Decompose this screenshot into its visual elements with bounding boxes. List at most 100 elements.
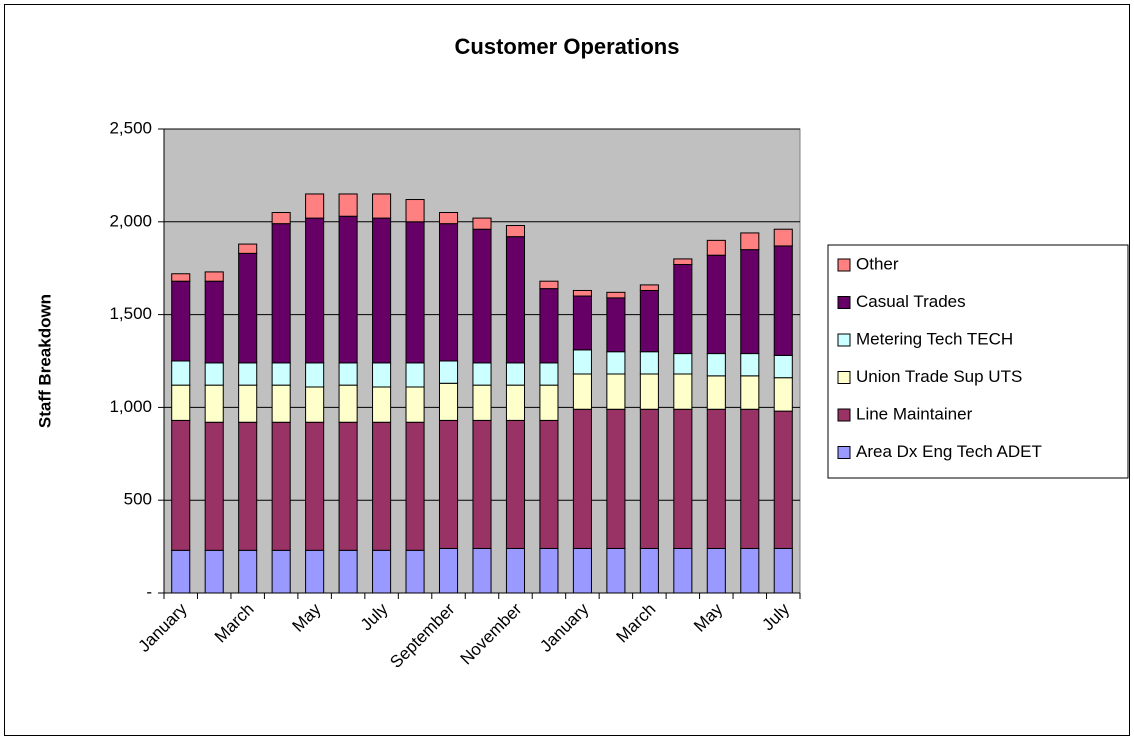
bar-segment xyxy=(238,549,258,594)
bar-segment xyxy=(740,249,760,355)
legend-label: Line Maintainer xyxy=(856,404,973,423)
bar-segment xyxy=(305,421,325,551)
bar-segment xyxy=(338,384,358,423)
bar-segment xyxy=(773,547,793,594)
bar-segment xyxy=(606,351,626,375)
bar-segment xyxy=(372,362,392,388)
bar-segment xyxy=(305,362,325,388)
bar-segment xyxy=(405,549,425,594)
bar-segment xyxy=(171,280,191,362)
bar-segment xyxy=(438,547,459,594)
bar-segment xyxy=(706,375,726,410)
bar-segment xyxy=(539,419,559,549)
legend-label: Metering Tech TECH xyxy=(856,329,1013,348)
bar-segment xyxy=(539,288,559,364)
bar-segment xyxy=(238,252,258,364)
y-tick-label: - xyxy=(146,582,152,601)
bar-segment xyxy=(438,212,459,225)
y-tick-label: 1,000 xyxy=(109,397,152,416)
bar-segment xyxy=(773,377,793,412)
bar-segment xyxy=(572,295,592,351)
bar-segment xyxy=(773,245,793,356)
bar-segment xyxy=(706,239,726,256)
bar-segment xyxy=(204,271,224,282)
bar-segment xyxy=(405,386,425,423)
bar-segment xyxy=(773,228,793,247)
bar-segment xyxy=(606,291,626,299)
bar-segment xyxy=(606,408,626,549)
bar-segment xyxy=(171,419,191,551)
bar-segment xyxy=(171,384,191,421)
bar-segment xyxy=(305,193,325,219)
legend-swatch xyxy=(837,296,851,309)
legend-label: Casual Trades xyxy=(856,292,966,311)
bar-segment xyxy=(740,547,760,594)
bar-segment xyxy=(171,360,191,386)
bar-segment xyxy=(271,212,291,225)
legend-swatch xyxy=(837,446,851,459)
bar-segment xyxy=(606,297,626,353)
y-tick-label: 2,000 xyxy=(109,211,152,230)
bar-segment xyxy=(338,549,358,594)
bar-segment xyxy=(639,373,659,410)
bar-segment xyxy=(740,375,760,410)
bar-segment xyxy=(606,373,626,410)
bar-segment xyxy=(438,223,459,362)
bar-segment xyxy=(372,217,392,364)
bar-segment xyxy=(639,408,659,549)
bar-segment xyxy=(572,408,592,549)
bar-segment xyxy=(505,419,526,549)
bar-segment xyxy=(238,384,258,423)
bar-segment xyxy=(305,217,325,364)
bar-segment xyxy=(405,221,425,364)
bar-segment xyxy=(438,360,459,384)
bar-segment xyxy=(740,353,760,377)
bar-segment xyxy=(204,362,224,386)
bar-segment xyxy=(539,547,559,594)
bar-segment xyxy=(472,547,492,594)
bar-segment xyxy=(271,421,291,551)
bar-segment xyxy=(171,273,191,282)
bar-segment xyxy=(271,384,291,423)
legend-label: Union Trade Sup UTS xyxy=(856,367,1022,386)
bar-segment xyxy=(271,223,291,364)
bar-segment xyxy=(505,547,526,594)
legend-box xyxy=(827,244,1129,479)
bar-segment xyxy=(572,547,592,594)
bar-segment xyxy=(238,243,258,254)
chart-title: Customer Operations xyxy=(455,34,680,59)
bar-segment xyxy=(204,549,224,594)
bar-segment xyxy=(673,258,693,265)
legend-swatch xyxy=(837,408,851,422)
bar-segment xyxy=(673,353,693,375)
bar-segment xyxy=(505,384,526,421)
legend-swatch xyxy=(837,333,851,347)
bar-segment xyxy=(372,193,392,219)
bar-segment xyxy=(305,386,325,423)
bar-segment xyxy=(572,289,592,297)
bar-segment xyxy=(505,236,526,364)
y-tick-label: 1,500 xyxy=(109,304,152,323)
bar-segment xyxy=(773,410,793,549)
y-axis-label: Staff Breakdown xyxy=(35,294,54,428)
bar-segment xyxy=(639,284,659,291)
bar-segment xyxy=(271,549,291,594)
bar-segment xyxy=(271,362,291,386)
bar-segment xyxy=(706,353,726,377)
bar-segment xyxy=(539,280,559,290)
legend-swatch xyxy=(837,258,851,272)
bar-segment xyxy=(539,362,559,386)
bar-segment xyxy=(405,199,425,223)
bar-segment xyxy=(706,408,726,549)
bar-segment xyxy=(740,232,760,251)
bar-segment xyxy=(405,362,425,388)
bar-segment xyxy=(639,547,659,594)
bar-segment xyxy=(505,225,526,238)
bar-segment xyxy=(572,349,592,375)
bar-segment xyxy=(706,254,726,355)
bar-segment xyxy=(238,362,258,386)
bar-segment xyxy=(372,549,392,594)
legend-label: Other xyxy=(856,254,899,273)
bar-segment xyxy=(773,354,793,379)
